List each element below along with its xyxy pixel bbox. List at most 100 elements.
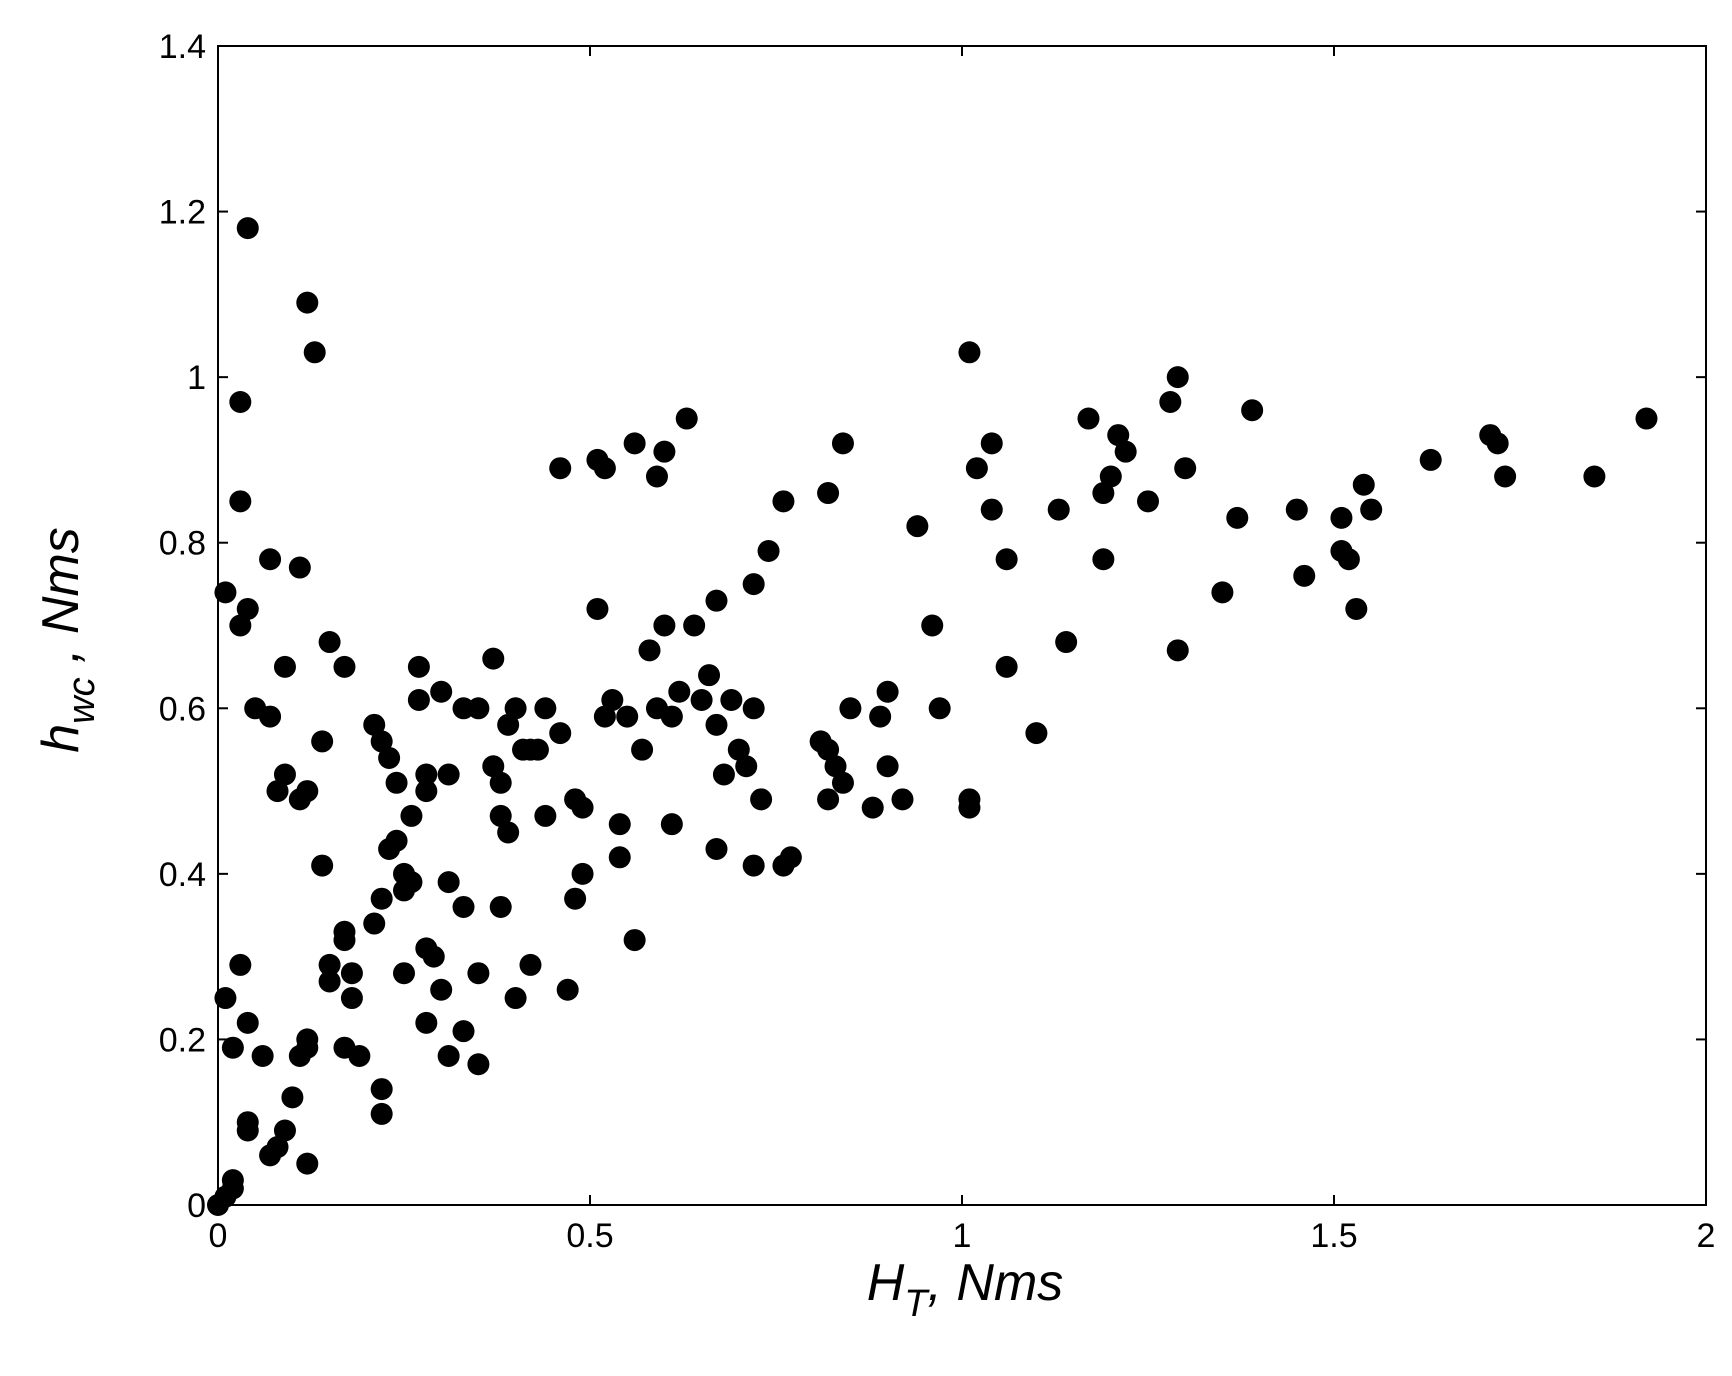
data-point (318, 970, 341, 993)
data-point (779, 846, 802, 869)
data-point (422, 945, 445, 968)
data-point (229, 390, 252, 413)
data-point (1077, 407, 1100, 430)
data-point (229, 490, 252, 513)
data-point (266, 1136, 289, 1159)
y-tick-label: 0.6 (159, 690, 206, 728)
data-point (623, 432, 646, 455)
data-point (236, 1011, 259, 1034)
data-point (831, 771, 854, 794)
data-point (363, 713, 386, 736)
data-point (467, 962, 490, 985)
data-point (236, 597, 259, 620)
data-point (437, 1044, 460, 1067)
y-tick-label: 0.8 (159, 525, 206, 563)
data-point (817, 738, 840, 761)
data-point (623, 929, 646, 952)
data-point (980, 498, 1003, 521)
data-point (675, 407, 698, 430)
x-axis-ticks: 0 0.5 1 1.5 2 (209, 46, 1715, 1255)
data-point (668, 680, 691, 703)
data-point (467, 1053, 490, 1076)
data-point (273, 655, 296, 678)
data-point (1635, 407, 1658, 430)
data-point (1092, 482, 1115, 505)
plot-frame (217, 45, 1707, 1206)
data-point (236, 217, 259, 240)
data-point (467, 697, 490, 720)
data-point (653, 440, 676, 463)
data-point (965, 457, 988, 480)
data-point (705, 589, 728, 612)
data-point (1226, 506, 1249, 529)
data-points (207, 217, 1658, 1216)
data-point (869, 705, 892, 728)
data-point (1352, 473, 1375, 496)
data-point (1419, 448, 1442, 471)
data-point (586, 597, 609, 620)
data-point (742, 697, 765, 720)
data-point (437, 763, 460, 786)
data-point (1486, 432, 1509, 455)
y-tick-label: 0 (187, 1187, 206, 1225)
data-point (1360, 498, 1383, 521)
data-point (571, 862, 594, 885)
data-point (259, 548, 282, 571)
data-point (370, 730, 393, 753)
data-point (288, 556, 311, 579)
data-point (318, 953, 341, 976)
data-point (430, 978, 453, 1001)
data-point (1166, 366, 1189, 389)
data-point (370, 1102, 393, 1125)
data-point (549, 722, 572, 745)
data-point (1211, 581, 1234, 604)
data-point (504, 987, 527, 1010)
data-point (1092, 548, 1115, 571)
data-point (273, 763, 296, 786)
data-point (1107, 424, 1130, 447)
data-point (214, 987, 237, 1010)
y-axis-label: hwc , Nms (32, 527, 103, 753)
data-point (236, 1119, 259, 1142)
data-point (593, 457, 616, 480)
data-point (1166, 639, 1189, 662)
y-tick-label: 0.4 (159, 856, 206, 894)
data-point (221, 1169, 244, 1192)
data-point (921, 614, 944, 637)
data-point (616, 705, 639, 728)
data-point (660, 705, 683, 728)
y-axis-label-sub: wc (61, 677, 103, 723)
data-point (861, 796, 884, 819)
data-point (385, 771, 408, 794)
data-point (393, 962, 415, 985)
data-point (311, 854, 334, 877)
data-point (311, 730, 334, 753)
data-point (1494, 465, 1517, 488)
data-point (631, 738, 654, 761)
data-point (400, 871, 423, 894)
data-point (750, 788, 773, 811)
data-point (1099, 465, 1122, 488)
data-point (712, 763, 735, 786)
data-point (995, 548, 1018, 571)
data-point (645, 465, 668, 488)
data-point (817, 482, 840, 505)
data-point (958, 341, 981, 364)
x-tick-label: 0 (209, 1217, 228, 1255)
data-point (705, 713, 728, 736)
x-axis-label-main: H (867, 1254, 905, 1312)
data-point (1025, 722, 1048, 745)
data-point (534, 697, 557, 720)
data-point (333, 655, 356, 678)
data-point (229, 614, 252, 637)
x-axis-label-sub: T (904, 1283, 930, 1325)
data-point (534, 804, 557, 827)
data-point (281, 1086, 304, 1109)
data-point (296, 291, 319, 314)
data-point (259, 705, 282, 728)
data-point (1047, 498, 1070, 521)
data-point (742, 854, 765, 877)
y-axis-label-unit: , Nms (32, 527, 90, 677)
data-point (489, 804, 512, 827)
